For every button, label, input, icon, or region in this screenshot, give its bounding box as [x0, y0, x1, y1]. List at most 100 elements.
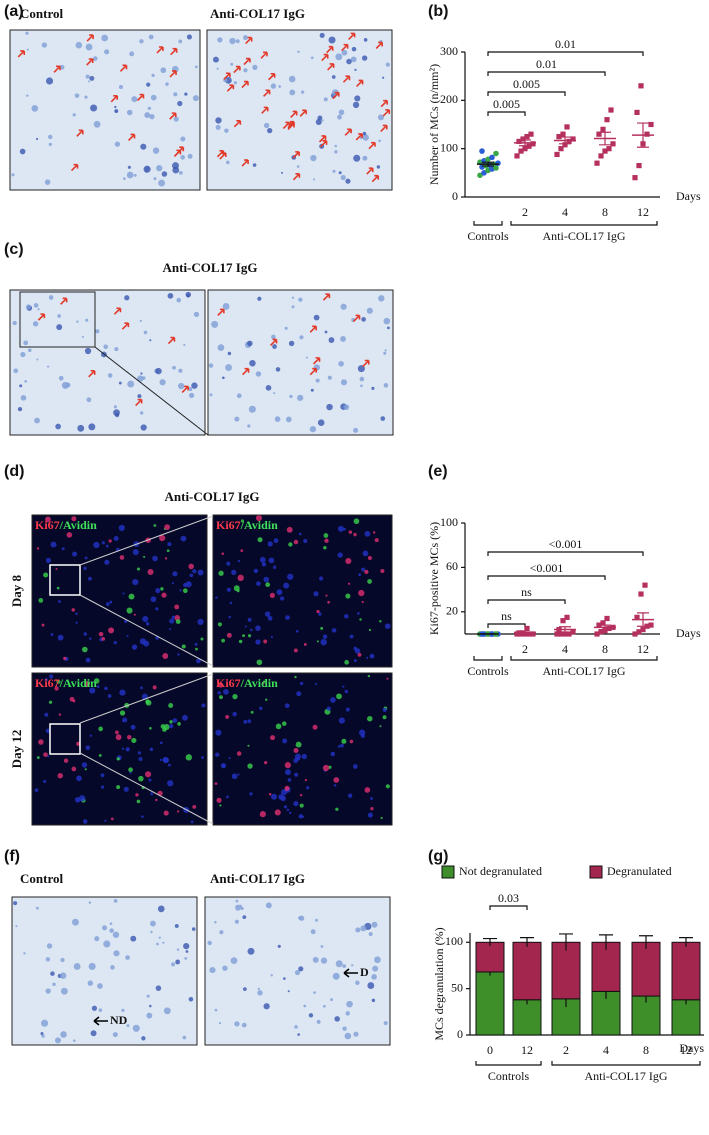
- cell: [172, 571, 178, 577]
- cell: [348, 793, 353, 798]
- cell: [61, 547, 65, 551]
- cell: [349, 739, 354, 744]
- cell: [163, 810, 169, 816]
- cell: [298, 532, 302, 536]
- arrow: [356, 79, 364, 88]
- cell: [171, 582, 175, 585]
- arrow: [169, 70, 177, 78]
- cell: [234, 1021, 240, 1027]
- cell: [243, 987, 247, 992]
- cell: [71, 918, 79, 926]
- cell: [207, 940, 212, 946]
- cell: [183, 343, 186, 347]
- cell: [296, 757, 300, 761]
- point: [644, 131, 650, 137]
- cell: [180, 155, 186, 160]
- arrow: [241, 80, 249, 89]
- cell: [165, 82, 169, 86]
- cell: [90, 104, 98, 112]
- point: [562, 142, 568, 148]
- cell: [308, 1013, 314, 1018]
- cell: [295, 629, 299, 633]
- bar-segment: [671, 999, 701, 1036]
- cell: [366, 656, 369, 659]
- cell: [294, 675, 297, 679]
- point: [600, 126, 606, 132]
- cell: [226, 632, 232, 638]
- cell: [173, 116, 179, 122]
- cell: [193, 311, 200, 317]
- cell: [327, 600, 330, 604]
- cell: [229, 37, 236, 45]
- cell: [100, 773, 105, 778]
- point: [648, 121, 654, 128]
- y-axis-label: MCs degranulation (%): [432, 927, 446, 1040]
- error-bar: [639, 935, 653, 949]
- cell: [102, 925, 108, 931]
- cell: [186, 294, 190, 298]
- cell: [232, 711, 237, 717]
- group-label: Anti-COL17 IgG: [543, 229, 626, 243]
- error-bar: [559, 933, 573, 951]
- cell: [114, 347, 119, 352]
- image-bg: [32, 673, 207, 825]
- cell: [215, 752, 220, 757]
- cell: [380, 568, 385, 574]
- cell: [371, 386, 375, 390]
- cell: [43, 779, 47, 784]
- cell: [72, 113, 76, 117]
- cell: [167, 780, 174, 787]
- cell: [32, 321, 39, 327]
- cell: [156, 942, 159, 946]
- cell: [45, 557, 52, 564]
- point: [566, 138, 572, 145]
- image-frame: [9, 29, 201, 191]
- cell: [367, 812, 373, 818]
- cell: [86, 397, 92, 403]
- cell: [104, 49, 110, 55]
- cell: [89, 734, 92, 737]
- cell: [312, 724, 318, 730]
- cell: [371, 998, 376, 1003]
- sig-bracket: [487, 111, 526, 116]
- cell: [264, 760, 268, 765]
- cell: [295, 741, 302, 748]
- point: [604, 615, 610, 622]
- error-bar: [520, 937, 534, 947]
- cell: [188, 387, 193, 392]
- cell: [98, 1008, 103, 1012]
- cell: [287, 778, 292, 782]
- row-label: Day 12: [9, 730, 24, 769]
- cell: [118, 381, 122, 385]
- cell: [215, 117, 222, 124]
- cell: [65, 382, 71, 388]
- point: [528, 131, 534, 137]
- cell: [247, 424, 251, 428]
- cell: [335, 53, 343, 61]
- cell: [319, 32, 325, 38]
- point: [516, 138, 522, 145]
- cell: [362, 550, 369, 557]
- cell: [378, 295, 385, 302]
- cell: [222, 965, 228, 971]
- cell: [125, 747, 130, 752]
- cell: [327, 375, 332, 380]
- cell: [281, 721, 287, 726]
- cell: [366, 307, 373, 314]
- cell: [35, 137, 39, 141]
- cell: [110, 965, 115, 970]
- cell: [201, 756, 204, 759]
- cell: [139, 319, 142, 323]
- cell: [240, 906, 244, 910]
- cell: [219, 695, 223, 700]
- cell: [164, 557, 168, 560]
- cell: [145, 771, 152, 778]
- cell: [194, 642, 198, 646]
- cell: [180, 535, 187, 542]
- cell: [265, 582, 271, 588]
- cell: [337, 525, 344, 532]
- cell: [283, 582, 290, 589]
- cell: [336, 693, 342, 700]
- cell: [178, 368, 183, 373]
- cell: [222, 376, 225, 380]
